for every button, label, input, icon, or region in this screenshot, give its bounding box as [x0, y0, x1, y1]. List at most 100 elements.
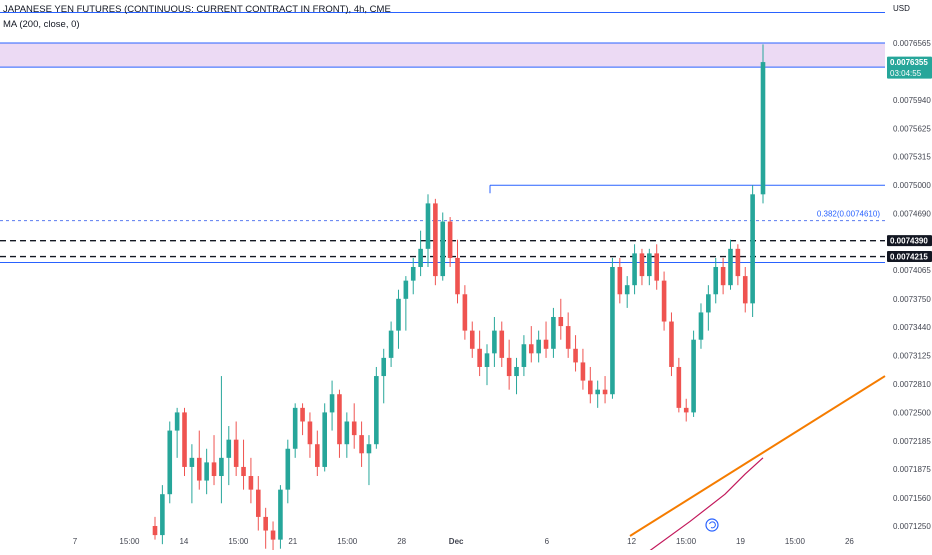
- price-tick-label: 0.0075315: [893, 153, 931, 162]
- candle-body-2: [167, 430, 173, 495]
- currency-label: USD: [893, 4, 910, 13]
- candle-body-39: [440, 221, 446, 277]
- candle-body-37: [425, 203, 431, 249]
- candle-body-79: [735, 248, 741, 277]
- candle-body-50: [521, 344, 527, 367]
- candle-body-68: [654, 253, 660, 281]
- candles-group: [152, 44, 766, 554]
- candle-body-4: [182, 412, 187, 467]
- candle-body-59: [588, 380, 593, 395]
- candle-body-65: [632, 253, 637, 286]
- price-tick-label: 0.0075940: [893, 96, 931, 105]
- candle-body-16: [270, 530, 276, 540]
- candle-body-71: [676, 366, 682, 408]
- candle-body-30: [374, 376, 379, 445]
- candle-body-78: [728, 248, 733, 286]
- price-tick-label: 0.0073440: [893, 323, 931, 332]
- candle-body-13: [248, 476, 254, 490]
- candle-body-32: [388, 330, 394, 358]
- candle-body-26: [344, 421, 350, 445]
- candle-body-69: [661, 280, 667, 322]
- candle-body-48: [506, 357, 512, 377]
- time-tick-label: 6: [545, 537, 550, 546]
- candle-body-55: [558, 316, 564, 327]
- time-tick-label: Dec: [449, 537, 464, 546]
- candle-body-74: [698, 312, 704, 340]
- candle-body-81: [750, 194, 755, 304]
- candle-body-73: [691, 339, 696, 413]
- candle-body-80: [742, 276, 748, 304]
- candle-body-15: [263, 516, 268, 531]
- candle-body-76: [713, 267, 719, 295]
- price-tick-label: 0.0075000: [893, 181, 931, 190]
- candle-body-11: [233, 439, 239, 467]
- candle-body-63: [617, 267, 623, 295]
- highlight-zone-group: [0, 43, 885, 68]
- indicator-label: MA (200, close, 0): [3, 19, 80, 30]
- level-tag-0.0074215-text: 0.0074215: [890, 253, 928, 262]
- price-tags-group: 0.0076355 03:04:55 0.0074390 0.0074215: [705, 56, 932, 532]
- level-tag-0.0074390-bg: [887, 235, 932, 247]
- candle-body-38: [433, 203, 438, 277]
- candle-body-9: [219, 457, 224, 477]
- candle-body-36: [418, 248, 423, 268]
- candle-body-46: [492, 330, 497, 354]
- price-tick-label: 0.0073750: [893, 295, 931, 304]
- time-tick-label: 7: [73, 537, 78, 546]
- current-price-tag-text: 0.0076355: [890, 58, 928, 67]
- candle-body-0: [152, 526, 158, 536]
- candle-body-42: [462, 294, 468, 331]
- candle-body-14: [255, 489, 261, 517]
- candle-body-35: [410, 267, 416, 281]
- candle-body-45: [484, 353, 490, 367]
- candle-body-82: [760, 62, 766, 195]
- current-price-tag-bg: [887, 56, 932, 79]
- candle-body-28: [359, 435, 364, 454]
- candle-body-6: [196, 457, 202, 481]
- candle-body-33: [396, 298, 401, 331]
- candle-body-19: [292, 407, 298, 449]
- candle-body-1: [160, 494, 165, 536]
- candle-body-40: [447, 221, 453, 258]
- time-tick-label: 15:00: [337, 537, 358, 546]
- candle-body-29: [366, 444, 372, 454]
- price-tick-label: 0.0072810: [893, 380, 931, 389]
- candle-body-56: [565, 326, 571, 349]
- price-tick-label: 0.0071250: [893, 522, 931, 531]
- time-axis-group: 7 15:00 14 15:00 21 15:00 28 Dec 6 12 15:00 19 15:00…: [73, 537, 855, 546]
- candle-body-49: [514, 366, 519, 377]
- candle-body-7: [204, 462, 209, 481]
- fib-label: 0.382(0.0074610): [817, 210, 881, 219]
- time-tick-label: 26: [845, 537, 854, 546]
- candle-body-3: [174, 412, 180, 431]
- price-tick-label: 0.0076565: [893, 39, 931, 48]
- candle-body-67: [647, 253, 652, 277]
- candle-body-57: [573, 348, 578, 363]
- candle-body-21: [307, 421, 313, 445]
- refresh-icon[interactable]: [705, 518, 719, 532]
- level-tag-0.0074390-text: 0.0074390: [890, 237, 928, 246]
- current-price-tag-countdown: 03:04:55: [890, 69, 922, 78]
- candle-body-60: [595, 389, 600, 395]
- candle-body-66: [639, 253, 645, 277]
- price-tick-label: 0.0072185: [893, 437, 931, 446]
- candle-body-44: [477, 348, 482, 367]
- candle-body-25: [337, 394, 342, 445]
- candle-body-10: [226, 439, 232, 458]
- candle-body-22: [315, 444, 320, 467]
- candle-body-31: [381, 357, 387, 377]
- time-tick-label: 28: [397, 537, 406, 546]
- candle-body-58: [580, 362, 586, 381]
- time-tick-label: 15:00: [676, 537, 697, 546]
- candle-body-5: [189, 457, 195, 467]
- resistance-zone: [0, 43, 885, 68]
- candle-body-75: [706, 294, 711, 313]
- refresh-icon-arrow: [709, 521, 716, 529]
- time-tick-label: 15:00: [119, 537, 140, 546]
- price-tick-label: 0.0071875: [893, 465, 931, 474]
- candle-body-41: [455, 257, 460, 295]
- candle-body-23: [322, 412, 327, 467]
- candle-body-61: [602, 389, 608, 395]
